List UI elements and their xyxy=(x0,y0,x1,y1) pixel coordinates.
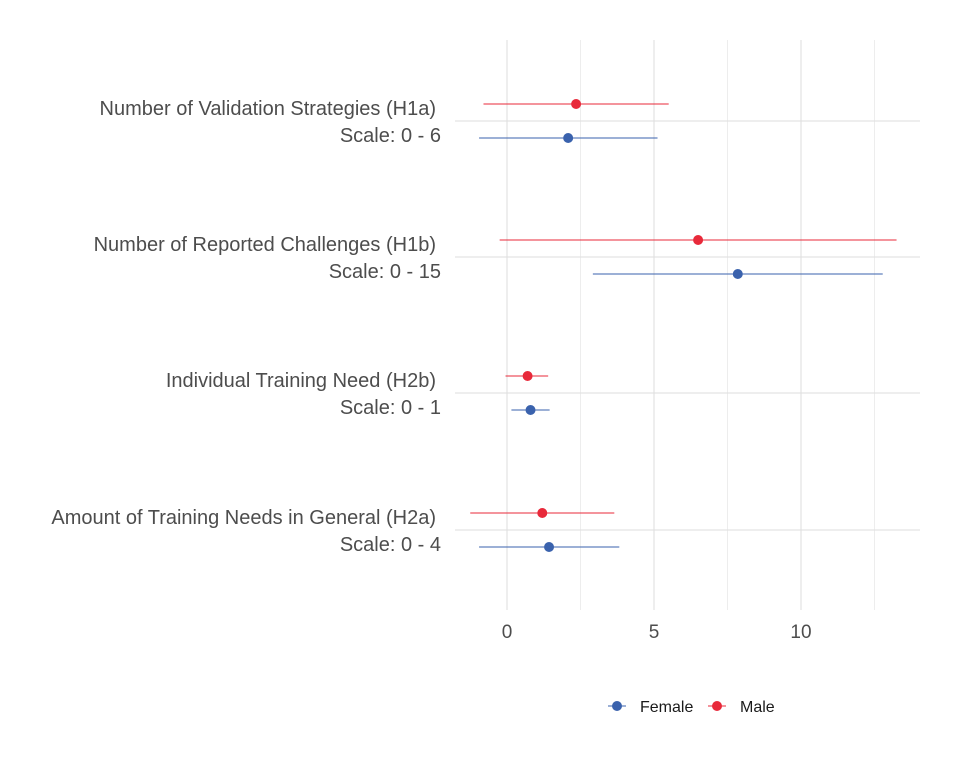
category-scale-label: Scale: 0 - 1 xyxy=(340,397,441,419)
point-female xyxy=(544,542,555,552)
point-female xyxy=(563,133,574,143)
category-label: Number of Reported Challenges (H1b) xyxy=(94,234,436,256)
point-female xyxy=(732,269,743,279)
point-male xyxy=(522,371,533,381)
point-male xyxy=(693,235,704,245)
category-scale-label: Scale: 0 - 4 xyxy=(340,534,441,556)
legend-label-female: Female xyxy=(640,699,693,716)
grid-lines xyxy=(455,40,920,610)
x-tick-label: 10 xyxy=(790,622,811,643)
category-label: Amount of Training Needs in General (H2a… xyxy=(51,507,436,529)
data-marks xyxy=(470,99,897,552)
category-label: Number of Validation Strategies (H1a) xyxy=(100,98,436,120)
category-scale-label: Scale: 0 - 15 xyxy=(329,261,441,283)
legend-key-point-male xyxy=(712,701,722,711)
point-male xyxy=(571,99,582,109)
category-label: Individual Training Need (H2b) xyxy=(166,370,436,392)
category-scale-label: Scale: 0 - 6 xyxy=(340,125,441,147)
point-male xyxy=(537,508,548,518)
legend-key-point-female xyxy=(612,701,622,711)
legend-label-male: Male xyxy=(740,699,775,716)
legend: Female Male xyxy=(608,699,775,716)
x-tick-label: 0 xyxy=(502,622,513,643)
x-tick-label: 5 xyxy=(649,622,660,643)
point-female xyxy=(525,405,536,415)
axis-labels: Number of Validation Strategies (H1a) Sca… xyxy=(51,98,811,643)
